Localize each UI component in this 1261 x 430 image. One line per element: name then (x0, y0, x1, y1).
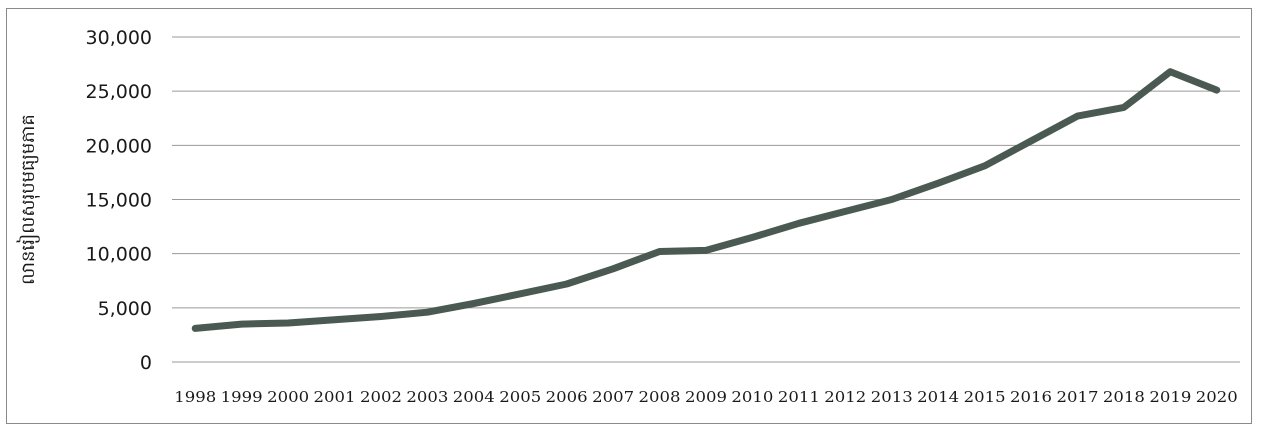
series-line (191, 68, 1221, 332)
x-tick-label: 2014 (917, 388, 959, 406)
x-tick-label: 2003 (406, 388, 448, 406)
y-axis-tick-labels: 0 5,000 10,000 15,000 20,000 25,000 30,000 (86, 27, 152, 374)
x-tick-label: 2016 (1010, 388, 1052, 406)
x-tick-label: 1998 (174, 388, 216, 406)
x-tick-label: 2020 (1196, 388, 1238, 406)
y-tick-label: 10,000 (86, 244, 152, 266)
y-tick-label: 25,000 (86, 81, 152, 103)
x-tick-label: 2008 (639, 388, 681, 406)
x-tick-label: 2015 (964, 388, 1006, 406)
x-tick-label: 2018 (1103, 388, 1145, 406)
x-tick-label: 2005 (499, 388, 541, 406)
x-tick-label: 2012 (824, 388, 866, 406)
x-tick-label: 2019 (1149, 388, 1191, 406)
series-lines (191, 68, 1221, 332)
y-tick-label: 0 (140, 352, 152, 374)
x-tick-label: 2017 (1056, 388, 1098, 406)
x-tick-label: 2001 (314, 388, 356, 406)
y-tick-label: 15,000 (86, 190, 152, 212)
x-tick-label: 2007 (592, 388, 634, 406)
y-axis-title: លានរៀលសរុបមធ្យមភាគ (16, 114, 40, 285)
x-tick-label: 2010 (731, 388, 773, 406)
gridlines (172, 36, 1240, 363)
x-tick-label: 2006 (546, 388, 588, 406)
x-tick-label: 2004 (453, 388, 495, 406)
y-tick-label: 30,000 (86, 27, 152, 49)
x-tick-label: 2009 (685, 388, 727, 406)
x-tick-label: 1999 (221, 388, 263, 406)
x-tick-label: 2002 (360, 388, 402, 406)
chart-frame (6, 8, 1252, 424)
x-tick-label: 2011 (778, 388, 820, 406)
x-tick-label: 2000 (267, 388, 309, 406)
x-tick-label: 2013 (871, 388, 913, 406)
y-tick-label: 20,000 (86, 135, 152, 157)
y-tick-label: 5,000 (98, 298, 152, 320)
x-axis-tick-labels: 1998 1999 2000 2001 2002 2003 2004 2005 2006 2007… (174, 388, 1238, 406)
